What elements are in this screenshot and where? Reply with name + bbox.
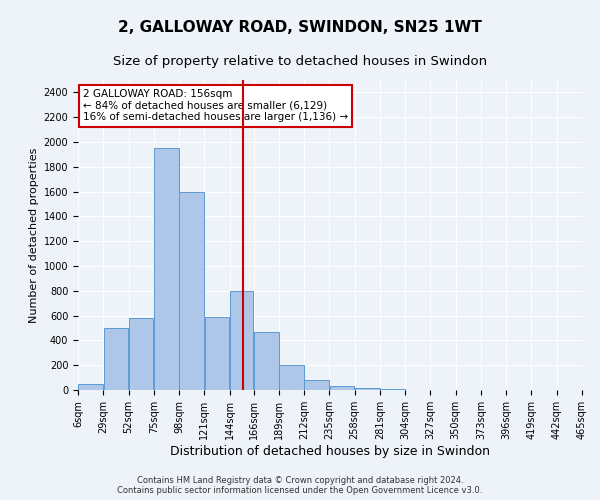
Bar bbox=[254, 332, 278, 390]
Bar bbox=[330, 386, 355, 390]
Text: Size of property relative to detached houses in Swindon: Size of property relative to detached ho… bbox=[113, 55, 487, 68]
Bar bbox=[205, 317, 229, 390]
Bar bbox=[230, 291, 253, 390]
X-axis label: Distribution of detached houses by size in Swindon: Distribution of detached houses by size … bbox=[170, 444, 490, 458]
Bar bbox=[179, 192, 204, 390]
Text: Contains HM Land Registry data © Crown copyright and database right 2024.
Contai: Contains HM Land Registry data © Crown c… bbox=[118, 476, 482, 495]
Bar bbox=[104, 328, 128, 390]
Text: 2, GALLOWAY ROAD, SWINDON, SN25 1WT: 2, GALLOWAY ROAD, SWINDON, SN25 1WT bbox=[118, 20, 482, 35]
Bar bbox=[129, 318, 154, 390]
Bar bbox=[279, 365, 304, 390]
Y-axis label: Number of detached properties: Number of detached properties bbox=[29, 148, 40, 322]
Bar bbox=[355, 388, 380, 390]
Text: 2 GALLOWAY ROAD: 156sqm
← 84% of detached houses are smaller (6,129)
16% of semi: 2 GALLOWAY ROAD: 156sqm ← 84% of detache… bbox=[83, 90, 348, 122]
Bar bbox=[304, 380, 329, 390]
Bar bbox=[380, 389, 405, 390]
Bar bbox=[154, 148, 179, 390]
Bar bbox=[78, 384, 103, 390]
